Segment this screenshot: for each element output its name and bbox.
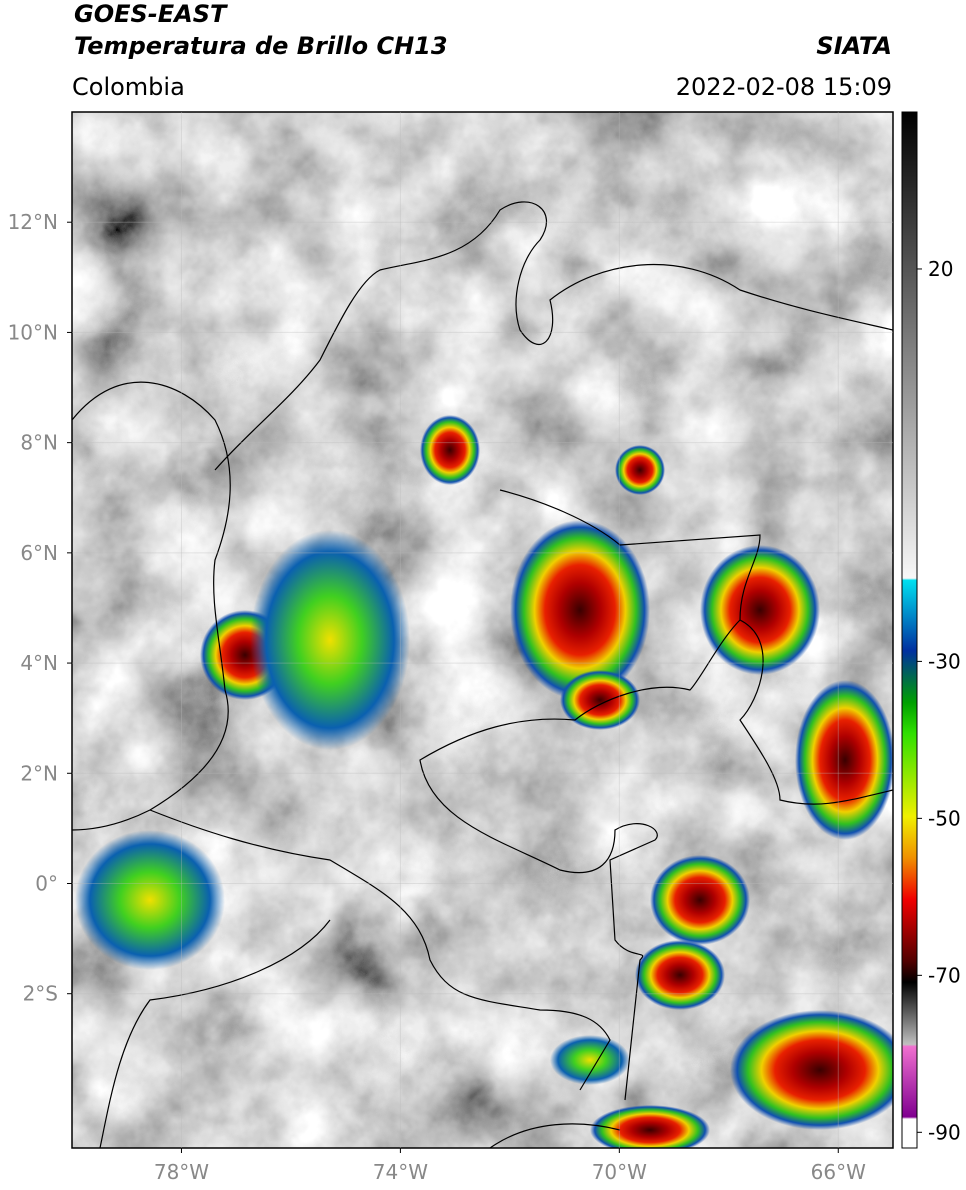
datetime: 2022-02-08 15:09 <box>676 73 892 101</box>
subtitle: Temperatura de Brillo CH13 <box>74 32 448 60</box>
y-tick-label: 12°N <box>8 210 58 234</box>
y-tick-label: 6°N <box>20 541 58 565</box>
colorbar-tick-label: -70 <box>928 963 961 987</box>
colorbar-tick-label: -90 <box>928 1120 961 1144</box>
y-tick-label: 2°S <box>23 982 58 1006</box>
ticks: 78°W 74°W 70°W 66°W 12°N 10°N 8°N 6°N 4°N 2°N 0° 2°… <box>8 112 961 1184</box>
y-tick-label: 4°N <box>20 651 58 675</box>
y-tick-label: 0° <box>35 871 58 895</box>
convective-cells <box>75 415 893 1148</box>
y-tick-label: 2°N <box>20 761 58 785</box>
colorbar-tick-label: -30 <box>928 649 961 673</box>
boundaries <box>72 201 893 1148</box>
colorbar <box>901 111 918 1149</box>
x-tick-label: 70°W <box>592 1160 647 1184</box>
x-tick-label: 66°W <box>811 1160 866 1184</box>
map-frame <box>71 111 894 1149</box>
y-tick-label: 10°N <box>8 320 58 344</box>
region: Colombia <box>72 73 185 101</box>
y-tick-label: 8°N <box>20 431 58 455</box>
x-tick-label: 74°W <box>373 1160 428 1184</box>
title: GOES-EAST <box>74 0 228 28</box>
colorbar-tick-label: -50 <box>928 806 961 830</box>
x-tick-label: 78°W <box>154 1160 209 1184</box>
satellite-image <box>72 112 893 1148</box>
colorbar-tick-label: 20 <box>928 257 953 281</box>
source: SIATA <box>816 32 892 60</box>
